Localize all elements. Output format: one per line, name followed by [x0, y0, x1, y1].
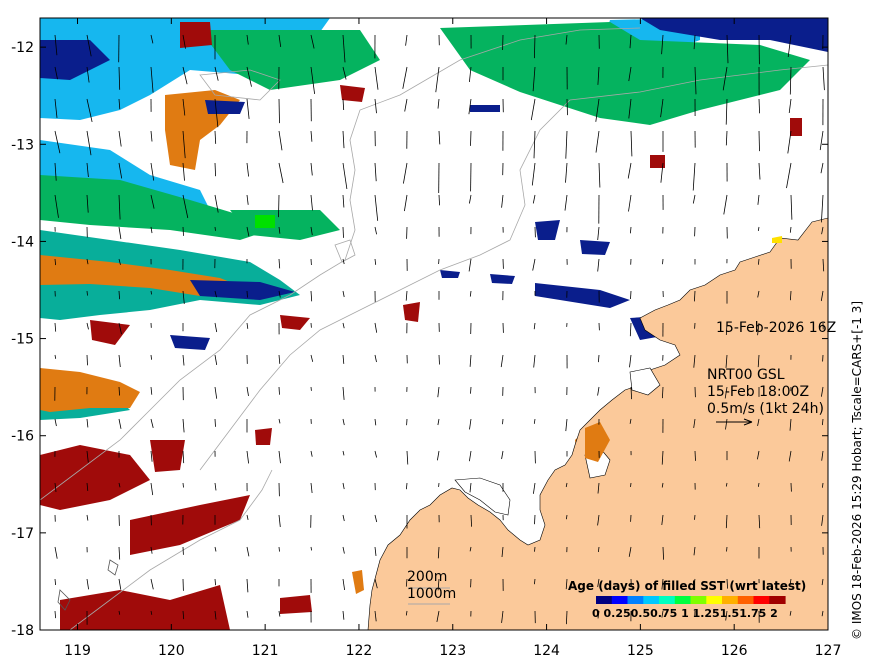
current-vector	[631, 291, 632, 299]
sst-patch-navy	[205, 100, 245, 114]
current-vector	[87, 355, 88, 365]
y-tick-label: -18	[11, 623, 34, 639]
current-vector	[215, 227, 216, 231]
sst-patch-red	[255, 428, 272, 445]
current-vector	[247, 291, 248, 298]
x-tick-label: 119	[64, 643, 91, 659]
map-plot-area	[40, 18, 828, 630]
colorbar-swatch	[738, 596, 754, 604]
sst-patch-red	[340, 85, 365, 102]
current-vector	[695, 451, 696, 461]
current-vector	[503, 419, 504, 424]
colorbar	[596, 596, 786, 604]
colorbar-swatch	[769, 596, 785, 604]
x-tick-label: 121	[252, 643, 279, 659]
current-vector	[215, 419, 216, 427]
current-vector	[567, 99, 568, 115]
colorbar-swatch	[722, 596, 738, 604]
current-vector	[695, 515, 696, 520]
x-tick-label: 122	[346, 643, 373, 659]
isobath-1000-label: 1000m	[407, 586, 456, 602]
colorbar-swatch	[643, 596, 659, 604]
sst-patch-red	[280, 595, 312, 614]
sst-patch-red	[403, 302, 420, 322]
sst-patch-lime	[255, 215, 275, 228]
current-vector	[759, 131, 760, 151]
current-vector	[471, 387, 472, 394]
colorbar-swatch	[675, 596, 691, 604]
y-tick-label: -13	[11, 137, 34, 153]
current-vector	[663, 259, 664, 264]
current-vector	[343, 227, 344, 238]
colorbar-swatch	[628, 596, 644, 604]
x-tick-label: 127	[815, 643, 842, 659]
sst-patch-navy	[470, 105, 500, 112]
colorbar-swatch	[691, 596, 707, 604]
current-vector	[87, 291, 88, 296]
y-tick-label: -17	[11, 526, 34, 542]
y-tick-label: -14	[11, 234, 34, 250]
current-vector	[471, 131, 472, 146]
current-vector	[439, 355, 440, 365]
colorbar-swatch	[706, 596, 722, 604]
colorbar-title: Age (days) of filled SST (wrt latest)	[568, 579, 806, 593]
sst-patch-red	[790, 118, 802, 136]
current-vector	[279, 387, 280, 395]
current-vector	[279, 195, 280, 217]
isobath-200-label: 200m	[407, 569, 447, 585]
current-vector	[631, 483, 632, 487]
colorbar-swatch	[659, 596, 675, 604]
sst-patch-navy	[580, 240, 610, 255]
colorbar-tick-labels: 0 0.250.50.75 1 1.251.51.75 2	[592, 607, 778, 620]
colorbar-swatch	[596, 596, 612, 604]
current-vector	[183, 227, 184, 236]
product-time: 15-Feb 18:00Z	[707, 384, 809, 400]
vector-scale-label: 0.5m/s (1kt 24h)	[707, 401, 824, 417]
x-tick-label: 120	[158, 643, 185, 659]
x-tick-label: 126	[721, 643, 748, 659]
x-tick-label: 125	[627, 643, 654, 659]
product-name: NRT00 GSL	[707, 367, 785, 383]
sst-patch-red	[150, 440, 185, 472]
current-vector	[727, 547, 728, 552]
credit-text: © IMOS 18-Feb-2026 15:29 Hobart; Tscale=…	[850, 301, 864, 640]
y-tick-label: -12	[11, 40, 34, 56]
colorbar-swatch	[612, 596, 628, 604]
x-tick-label: 123	[439, 643, 466, 659]
colorbar-swatch	[754, 596, 770, 604]
current-vector	[535, 515, 536, 524]
date-label: 15-Feb-2026 16Z	[716, 320, 836, 336]
y-tick-label: -15	[11, 332, 34, 348]
current-vector	[535, 547, 536, 552]
y-tick-label: -16	[11, 429, 34, 445]
x-tick-label: 124	[533, 643, 560, 659]
current-vector	[183, 483, 184, 488]
current-vector	[279, 99, 280, 123]
current-vector	[279, 547, 280, 552]
